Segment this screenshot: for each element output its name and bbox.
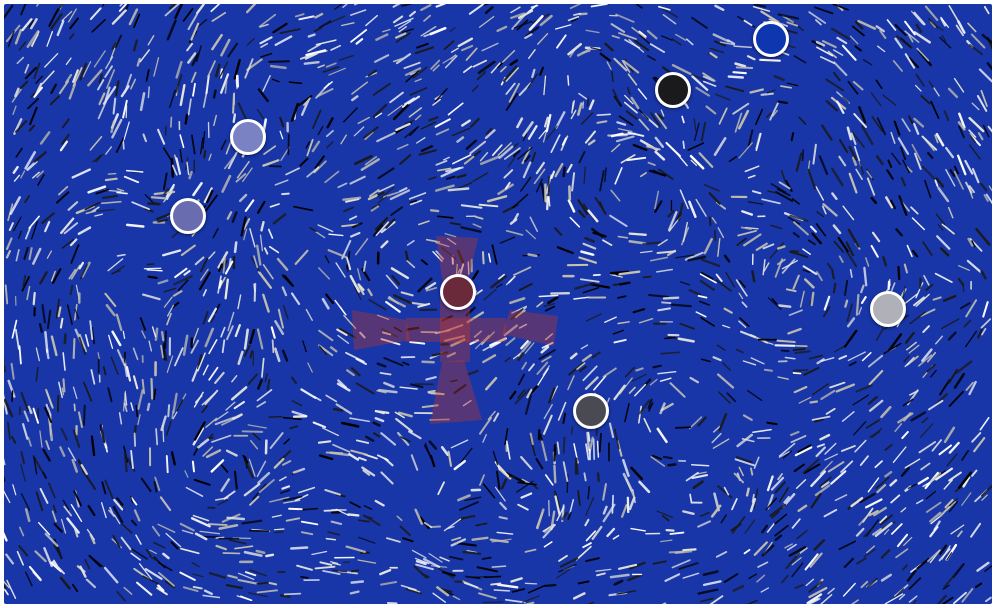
- vector-field: [4, 4, 992, 604]
- token-black[interactable]: [655, 72, 691, 108]
- game-board[interactable]: [4, 4, 992, 604]
- token-blue[interactable]: [753, 21, 789, 57]
- token-lavender[interactable]: [170, 198, 206, 234]
- token-maroon[interactable]: [440, 274, 476, 310]
- token-dark-gray[interactable]: [573, 393, 609, 429]
- token-light-gray[interactable]: [870, 291, 906, 327]
- token-periwinkle[interactable]: [230, 119, 266, 155]
